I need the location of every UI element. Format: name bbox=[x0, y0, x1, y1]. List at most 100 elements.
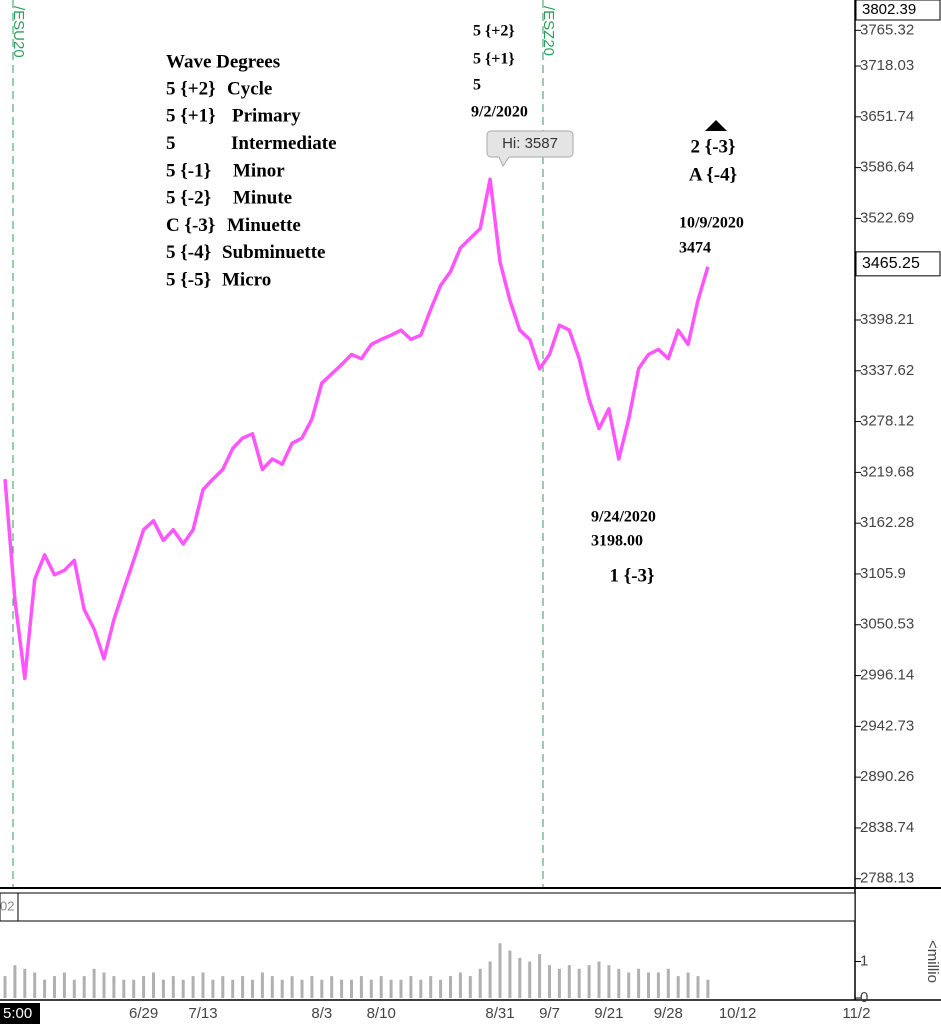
volume-bar bbox=[478, 968, 482, 998]
volume-bar bbox=[528, 961, 532, 998]
hi-bubble bbox=[486, 130, 574, 168]
strip-label: 02 bbox=[0, 898, 14, 913]
y-tick-label: 3765.32 bbox=[860, 21, 914, 38]
volume-bar bbox=[508, 950, 512, 998]
x-tick-label: 10/12 bbox=[719, 1005, 757, 1022]
y-tick-label: 2996.14 bbox=[860, 667, 914, 684]
volume-bar bbox=[696, 976, 700, 998]
y-axis: 3765.32 3718.03 3651.74 3586.64 3522.69 3398.… bbox=[855, 0, 941, 887]
contract-label: /ESZ20 bbox=[540, 6, 557, 56]
top-price-label: 3802.39 bbox=[862, 1, 916, 18]
wave-degree-code: C {-3} bbox=[166, 215, 215, 236]
x-tick-label: 9/21 bbox=[594, 1005, 623, 1022]
wave-degree-code: 5 {-1} bbox=[166, 160, 211, 181]
price-line bbox=[3, 177, 710, 681]
volume-bar bbox=[280, 979, 284, 998]
peak-date: 9/2/2020 bbox=[471, 104, 528, 121]
x-tick-label: 9/28 bbox=[654, 1005, 683, 1022]
wave-degree-name: Minute bbox=[233, 188, 292, 209]
y-tick-label: 2788.13 bbox=[860, 870, 914, 887]
x-tick-label: 11/2 bbox=[842, 1005, 870, 1022]
y-tick-label: 3219.68 bbox=[860, 463, 914, 480]
volume-bar bbox=[251, 979, 254, 998]
y-tick-label: 3718.03 bbox=[860, 57, 914, 74]
peak-label: 5 {+2} bbox=[473, 23, 515, 40]
volume-bar bbox=[53, 976, 56, 998]
volume-bar bbox=[270, 976, 274, 998]
wave-degree-code: 5 {+2} bbox=[166, 78, 216, 99]
volume-bar bbox=[82, 976, 86, 998]
volume-bar bbox=[429, 976, 433, 998]
volume-bar bbox=[399, 979, 403, 998]
y-tick-label: 3278.12 bbox=[860, 413, 914, 430]
wave-degree-code: 5 bbox=[166, 133, 176, 154]
volume-bar bbox=[161, 979, 165, 998]
volume-bar bbox=[597, 961, 601, 998]
top-price-box bbox=[855, 0, 941, 21]
volume-bar bbox=[290, 976, 294, 998]
y-tick-label: 3105.9 bbox=[860, 565, 906, 582]
volume-bar bbox=[72, 979, 76, 998]
y-tick-label: 3398.21 bbox=[860, 311, 914, 328]
volume-tick-label: 0 bbox=[860, 989, 868, 1006]
volume-bar bbox=[122, 979, 126, 998]
cursor-box bbox=[0, 1003, 40, 1024]
volume-bar bbox=[300, 979, 304, 998]
volume-bar bbox=[468, 976, 472, 998]
x-tick-label: 6/29 bbox=[129, 1005, 158, 1022]
volume-bar bbox=[567, 965, 571, 998]
wave-degree-code: 5 {-4} bbox=[166, 242, 211, 263]
y-tick-label: 2838.74 bbox=[860, 819, 914, 836]
volume-bar bbox=[389, 979, 393, 998]
wave-degree-name: Primary bbox=[232, 106, 301, 127]
volume-bar bbox=[518, 957, 522, 998]
volume-bar bbox=[102, 972, 106, 998]
volume-bar bbox=[706, 979, 710, 998]
volume-bar bbox=[3, 976, 7, 998]
volume-bar bbox=[359, 976, 363, 998]
last-price-box bbox=[855, 251, 941, 277]
wave-degree-code: 5 {+1} bbox=[166, 106, 216, 127]
wave-degree-name: Minuette bbox=[227, 215, 301, 236]
volume-bar bbox=[617, 968, 621, 998]
x-tick-label: 8/10 bbox=[367, 1005, 396, 1022]
wave-degree-name: Cycle bbox=[227, 78, 272, 99]
volume-bar bbox=[350, 979, 353, 998]
volume-bar bbox=[458, 972, 462, 998]
last-price-label: 3465.25 bbox=[862, 255, 920, 272]
wave-label: 1 {-3} bbox=[609, 565, 654, 586]
peak-label: 5 bbox=[473, 77, 481, 94]
price-label: 3198.00 bbox=[591, 533, 643, 550]
volume-bar bbox=[211, 979, 215, 998]
volume-bar bbox=[23, 968, 27, 998]
wave-degree-code: 5 {-5} bbox=[166, 269, 211, 290]
volume-bar bbox=[676, 976, 680, 998]
wave-degree-name: Intermediate bbox=[231, 133, 337, 154]
contract-label: /ESU20 bbox=[10, 6, 27, 58]
volume-bar bbox=[181, 979, 185, 998]
date-label: 10/9/2020 bbox=[679, 215, 744, 232]
volume-bar bbox=[577, 968, 581, 998]
volume-bar bbox=[62, 972, 66, 998]
volume-bar bbox=[171, 976, 175, 998]
volume-bar bbox=[666, 968, 670, 998]
volume-bar bbox=[142, 976, 146, 998]
volume-bar bbox=[409, 976, 413, 998]
volume-bar bbox=[656, 972, 660, 998]
x-tick-label: 8/31 bbox=[485, 1005, 514, 1022]
y-tick-label: 3337.62 bbox=[860, 362, 914, 379]
volume-bar bbox=[686, 972, 690, 998]
volume-bar bbox=[33, 972, 37, 998]
y-tick-label: 2942.73 bbox=[860, 717, 914, 734]
volume-bar bbox=[201, 972, 205, 998]
volume-bar bbox=[152, 972, 155, 998]
wave-label: 2 {-3} bbox=[690, 136, 735, 157]
wave-degree-name: Micro bbox=[222, 269, 271, 290]
volume-bar bbox=[241, 976, 245, 998]
y-tick-label: 3050.53 bbox=[860, 616, 914, 633]
volume-bar bbox=[538, 954, 542, 998]
x-tick-label: 9/7 bbox=[539, 1005, 560, 1022]
volume-bar bbox=[379, 976, 383, 998]
